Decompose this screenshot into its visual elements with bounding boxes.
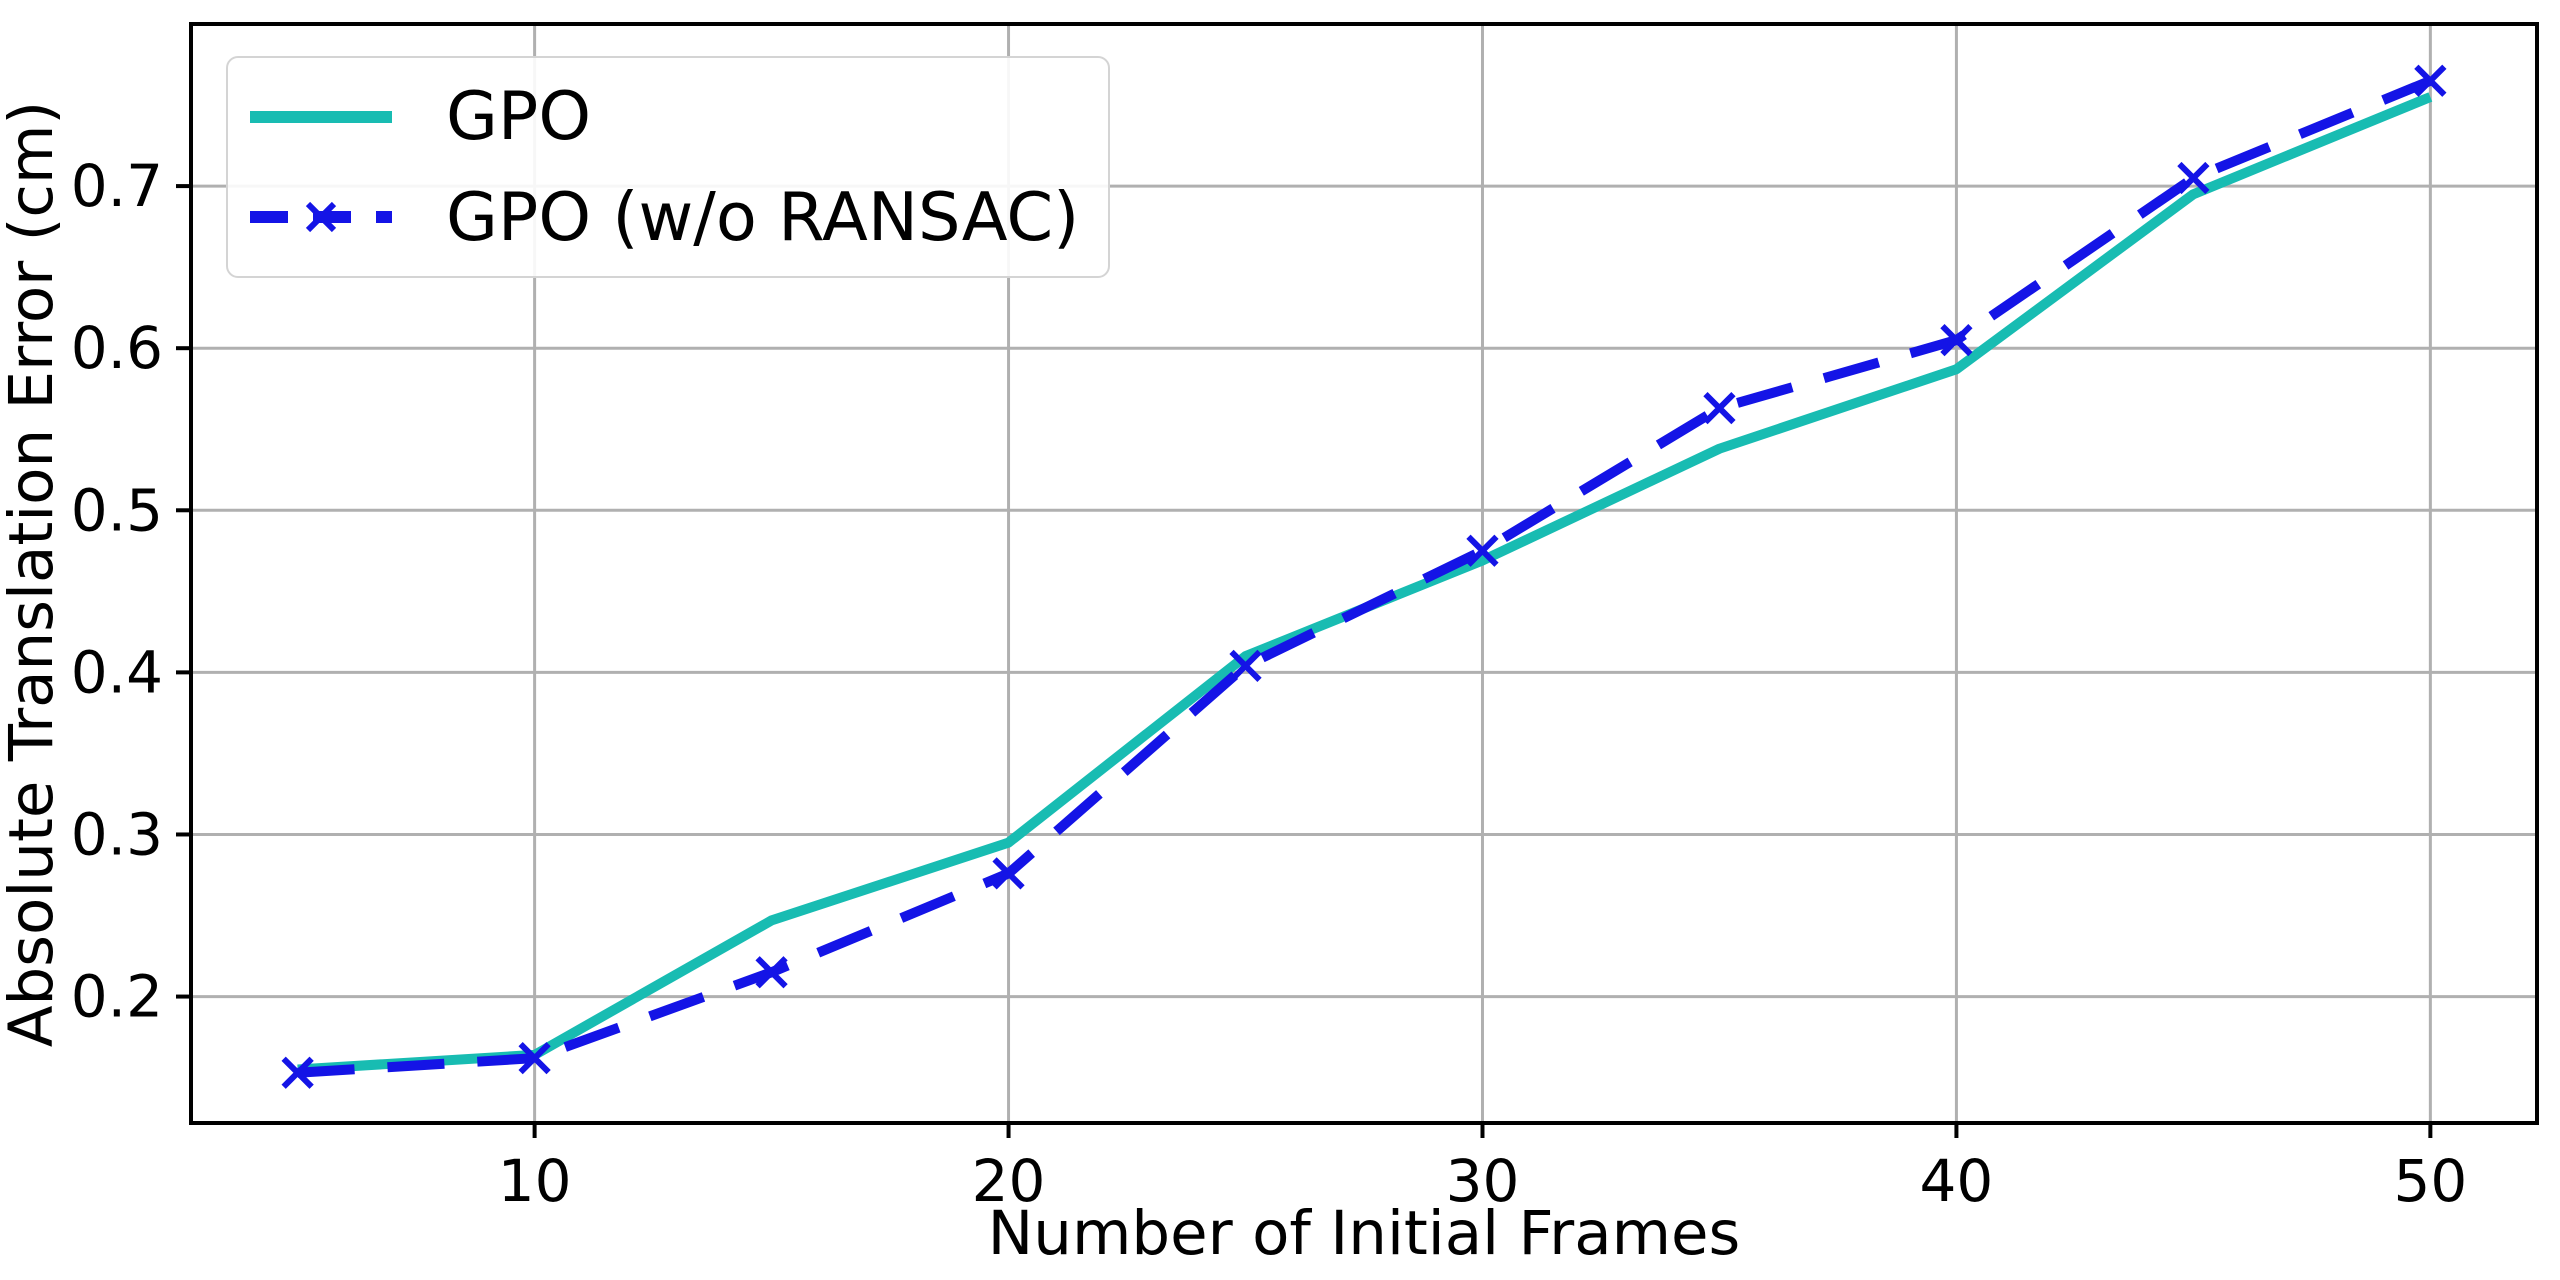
y-tick-label: 0.3 (71, 800, 163, 868)
plot-border (189, 22, 2539, 1125)
y-tick-label: 0.2 (71, 963, 163, 1031)
x-marker-icon (1703, 392, 1736, 425)
x-marker-icon (305, 202, 337, 233)
x-marker-icon (2177, 161, 2210, 195)
data-series (281, 64, 2447, 1089)
x-tick-label: 30 (1446, 1147, 1520, 1215)
x-marker-icon (1940, 323, 1973, 357)
plot-spines (189, 22, 2539, 1125)
x-tick-label: 10 (498, 1147, 572, 1215)
x-marker-icon (518, 1042, 551, 1075)
legend-item-gpo: GPO (248, 67, 1088, 167)
y-tick-label: 0.7 (71, 152, 163, 220)
x-tick-label: 20 (972, 1147, 1046, 1215)
x-marker-icon (1466, 534, 1499, 567)
series-line-1 (297, 76, 2433, 1078)
x-tick-label: 40 (1920, 1147, 1994, 1215)
legend-item-gpo-wo-ransac: GPO (w/o RANSAC) (248, 167, 1088, 267)
x-marker-icon (992, 857, 1025, 890)
x-marker-icon (1229, 649, 1262, 683)
y-tick-label: 0.6 (71, 314, 163, 382)
legend-label-gpo-wo-ransac: GPO (w/o RANSAC) (446, 177, 1080, 256)
x-marker-icon (281, 1056, 314, 1089)
y-tick-label: 0.5 (71, 476, 163, 544)
x-tick-label: 50 (2393, 1147, 2467, 1215)
y-axis-label: Absolute Translation Error (cm) (0, 101, 67, 1047)
x-axis-label: Number of Initial Frames (988, 1198, 1741, 1269)
y-tick-label: 0.4 (71, 638, 163, 706)
legend: GPO GPO (w/o RANSAC) (226, 56, 1110, 278)
tick-labels: 10 20 30 40 50 0.2 0.3 0.4 0.5 0.6 0.7 (71, 152, 2468, 1215)
legend-label-gpo: GPO (446, 77, 592, 156)
axis-ticks (176, 184, 2433, 1138)
x-marker-icon (2414, 64, 2447, 97)
x-marker-icon (755, 956, 788, 989)
gpo-dashed-line-swatch-icon (250, 202, 392, 233)
gpo-solid-line-swatch-icon (250, 110, 392, 123)
